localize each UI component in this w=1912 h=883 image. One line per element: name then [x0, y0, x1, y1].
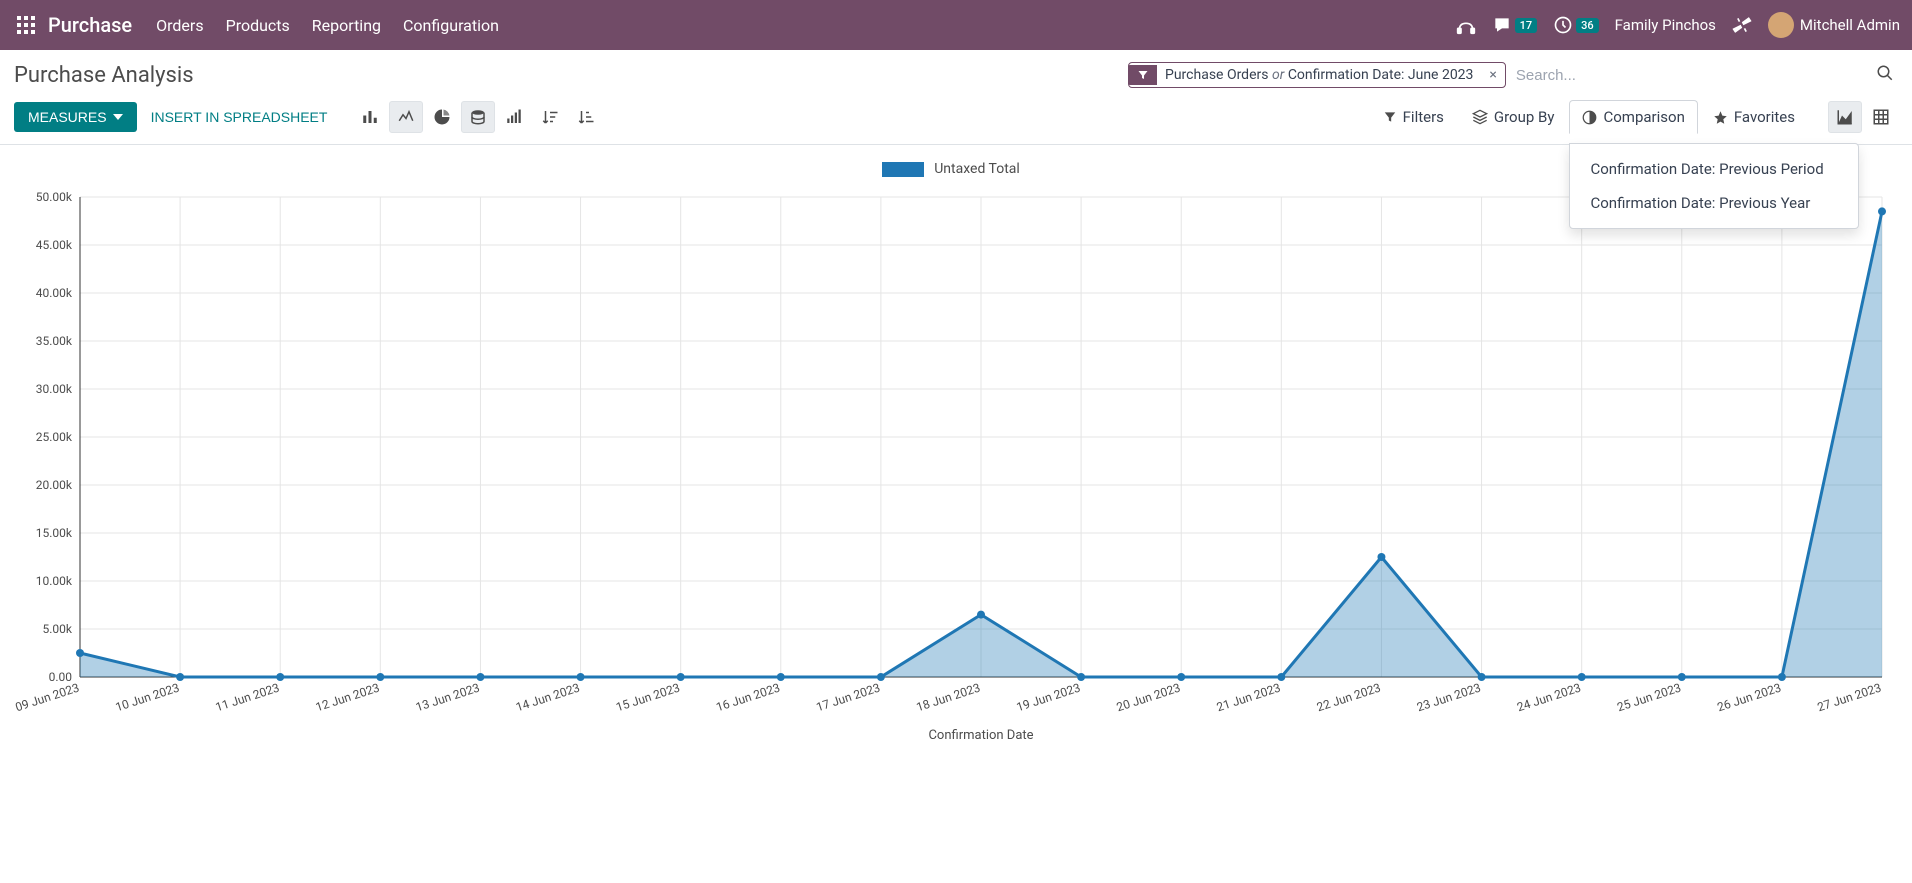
voip-icon[interactable]	[1456, 15, 1476, 35]
user-name: Mitchell Admin	[1800, 16, 1900, 34]
chart-area: Untaxed Total 0.00 5.00k 10.00k 15.00k 20.00…	[0, 145, 1912, 767]
svg-text:5.00k: 5.00k	[43, 622, 73, 636]
svg-text:12 Jun 2023: 12 Jun 2023	[314, 681, 381, 715]
app-brand[interactable]: Purchase	[48, 13, 132, 37]
comparison-dropdown: Confirmation Date: Previous Period Confi…	[1569, 143, 1859, 229]
filter-icon	[1129, 65, 1157, 85]
company-selector[interactable]: Family Pinchos	[1615, 16, 1716, 34]
svg-text:18 Jun 2023: 18 Jun 2023	[915, 681, 982, 715]
insert-spreadsheet-button[interactable]: Insert in Spreadsheet	[137, 102, 342, 132]
toolbar-row: Measures Insert in Spreadsheet Filters	[0, 96, 1912, 145]
svg-text:17 Jun 2023: 17 Jun 2023	[814, 681, 881, 715]
nav-reporting[interactable]: Reporting	[312, 16, 381, 35]
svg-text:40.00k: 40.00k	[36, 286, 73, 300]
apps-icon[interactable]	[12, 11, 40, 39]
svg-text:21 Jun 2023: 21 Jun 2023	[1215, 681, 1282, 715]
bar-chart-button[interactable]	[353, 101, 387, 133]
view-switcher	[1828, 101, 1898, 133]
svg-text:16 Jun 2023: 16 Jun 2023	[714, 681, 781, 715]
filters-tab[interactable]: Filters	[1370, 100, 1457, 134]
svg-text:35.00k: 35.00k	[36, 334, 73, 348]
svg-text:23 Jun 2023: 23 Jun 2023	[1415, 681, 1482, 715]
top-nav: Orders Products Reporting Configuration	[156, 16, 499, 35]
topbar-right: 17 36 Family Pinchos Mitchell Admin	[1456, 12, 1900, 38]
svg-text:09 Jun 2023: 09 Jun 2023	[14, 681, 81, 715]
search-icon[interactable]	[1872, 60, 1898, 90]
search-area: Purchase Orders or Confirmation Date: Ju…	[1128, 60, 1898, 90]
pie-chart-button[interactable]	[425, 101, 459, 133]
header-row: Purchase Analysis Purchase Orders or Con…	[0, 50, 1912, 96]
comparison-prev-year[interactable]: Confirmation Date: Previous Year	[1570, 186, 1858, 220]
messages-badge: 17	[1515, 18, 1538, 33]
avatar	[1768, 12, 1794, 38]
svg-text:25.00k: 25.00k	[36, 430, 73, 444]
svg-text:0.00: 0.00	[49, 670, 73, 684]
search-filter-chip: Purchase Orders or Confirmation Date: Ju…	[1128, 62, 1506, 88]
stacked-button[interactable]	[461, 101, 495, 133]
filter-chip-text: Purchase Orders or Confirmation Date: Ju…	[1157, 63, 1481, 87]
sort-desc-button[interactable]	[533, 101, 567, 133]
chart-type-group	[353, 101, 603, 133]
filter-chip-close[interactable]: ×	[1481, 67, 1504, 83]
filter-tabs: Filters Group By Comparison Favorites	[1370, 100, 1808, 134]
svg-text:30.00k: 30.00k	[36, 382, 73, 396]
svg-text:25 Jun 2023: 25 Jun 2023	[1615, 681, 1682, 715]
user-menu[interactable]: Mitchell Admin	[1768, 12, 1900, 38]
pivot-view-button[interactable]	[1864, 101, 1898, 133]
svg-text:45.00k: 45.00k	[36, 238, 73, 252]
svg-text:11 Jun 2023: 11 Jun 2023	[214, 681, 281, 715]
svg-text:50.00k: 50.00k	[36, 190, 73, 204]
svg-text:10 Jun 2023: 10 Jun 2023	[114, 681, 181, 715]
svg-text:15.00k: 15.00k	[36, 526, 73, 540]
debug-icon[interactable]	[1732, 15, 1752, 35]
nav-products[interactable]: Products	[226, 16, 290, 35]
sort-asc-button[interactable]	[569, 101, 603, 133]
search-input[interactable]	[1506, 61, 1872, 90]
messages-icon[interactable]: 17	[1492, 15, 1538, 35]
favorites-tab[interactable]: Favorites	[1700, 100, 1808, 134]
activities-icon[interactable]: 36	[1553, 15, 1599, 35]
line-chart-button[interactable]	[389, 101, 423, 133]
comparison-prev-period[interactable]: Confirmation Date: Previous Period	[1570, 152, 1858, 186]
cumulative-button[interactable]	[497, 101, 531, 133]
svg-text:15 Jun 2023: 15 Jun 2023	[614, 681, 681, 715]
topbar: Purchase Orders Products Reporting Confi…	[0, 0, 1912, 50]
nav-configuration[interactable]: Configuration	[403, 16, 499, 35]
svg-text:24 Jun 2023: 24 Jun 2023	[1515, 681, 1582, 715]
svg-text:20 Jun 2023: 20 Jun 2023	[1115, 681, 1182, 715]
svg-text:19 Jun 2023: 19 Jun 2023	[1015, 681, 1082, 715]
svg-text:27 Jun 2023: 27 Jun 2023	[1816, 681, 1883, 715]
svg-text:26 Jun 2023: 26 Jun 2023	[1715, 681, 1782, 715]
svg-text:22 Jun 2023: 22 Jun 2023	[1315, 681, 1382, 715]
legend-label: Untaxed Total	[934, 161, 1020, 177]
legend-swatch	[882, 162, 924, 177]
comparison-tab[interactable]: Comparison	[1569, 100, 1697, 134]
nav-orders[interactable]: Orders	[156, 16, 203, 35]
graph-view-button[interactable]	[1828, 101, 1862, 133]
svg-text:14 Jun 2023: 14 Jun 2023	[514, 681, 581, 715]
svg-text:13 Jun 2023: 13 Jun 2023	[414, 681, 481, 715]
svg-text:10.00k: 10.00k	[36, 574, 73, 588]
groupby-tab[interactable]: Group By	[1459, 100, 1568, 134]
activities-badge: 36	[1576, 18, 1599, 33]
svg-text:Confirmation Date: Confirmation Date	[928, 728, 1033, 743]
svg-text:20.00k: 20.00k	[36, 478, 73, 492]
page-title: Purchase Analysis	[14, 63, 194, 88]
measures-button[interactable]: Measures	[14, 102, 137, 132]
chart-svg: 0.00 5.00k 10.00k 15.00k 20.00k 25.00k 30.00k 3…	[10, 187, 1892, 747]
